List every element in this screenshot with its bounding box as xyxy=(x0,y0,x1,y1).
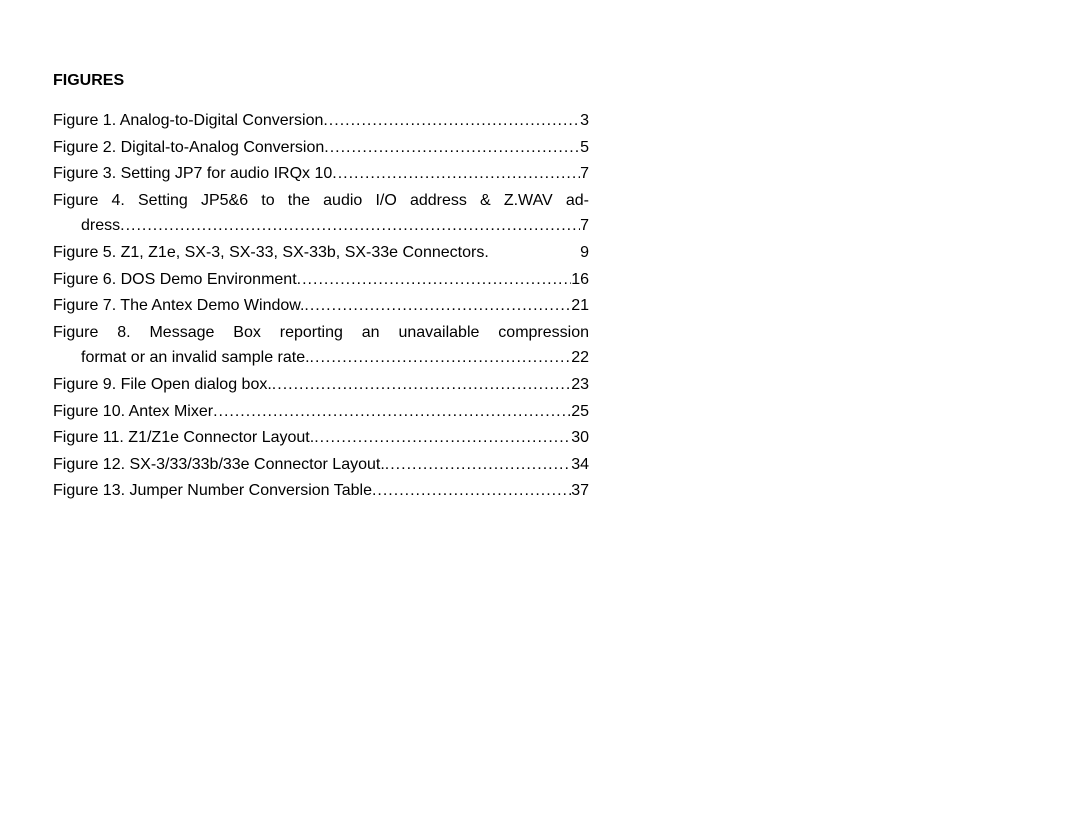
leader-dots xyxy=(324,135,580,161)
figures-heading: FIGURES xyxy=(53,72,589,90)
figure-entry: Figure 11. Z1/Z1e Connector Layout. 30 xyxy=(53,425,589,451)
figures-list-container: FIGURES Figure 1. Analog-to-Digital Conv… xyxy=(53,72,589,504)
leader-dots xyxy=(310,345,572,371)
figure-page: 30 xyxy=(571,425,589,451)
figure-entry: Figure 1. Analog-to-Digital Conversion 3 xyxy=(53,108,589,134)
figure-entry: Figure 2. Digital-to-Analog Conversion 5 xyxy=(53,135,589,161)
figure-page: 34 xyxy=(571,452,589,478)
leader-dots xyxy=(213,399,571,425)
figure-entry: Figure 6. DOS Demo Environment 16 xyxy=(53,267,589,293)
figure-entry: Figure 12. SX-3/33/33b/33e Connector Lay… xyxy=(53,452,589,478)
figure-page: 25 xyxy=(571,399,589,425)
figure-label: Figure 2. Digital-to-Analog Conversion xyxy=(53,135,324,161)
figure-page: 23 xyxy=(571,372,589,398)
figure-page: 7 xyxy=(580,161,589,187)
leader-dots xyxy=(304,293,571,319)
figure-entry: Figure 13. Jumper Number Conversion Tabl… xyxy=(53,478,589,504)
figures-entries: Figure 1. Analog-to-Digital Conversion 3… xyxy=(53,108,589,504)
figure-page: 9 xyxy=(580,240,589,266)
figure-label: Figure 3. Setting JP7 for audio IRQx 10 xyxy=(53,161,332,187)
leader-dots xyxy=(314,425,571,451)
figure-label: Figure 6. DOS Demo Environment xyxy=(53,267,297,293)
figure-entry: Figure 10. Antex Mixer 25 xyxy=(53,399,589,425)
leader-dots xyxy=(297,267,572,293)
leader-dots xyxy=(272,372,571,398)
figure-page: 5 xyxy=(580,135,589,161)
figure-label: Figure 5. Z1, Z1e, SX-3, SX-33, SX-33b, … xyxy=(53,240,489,266)
figure-entry: Figure 3. Setting JP7 for audio IRQx 10 … xyxy=(53,161,589,187)
leader-dots xyxy=(372,478,571,504)
figure-label: Figure 11. Z1/Z1e Connector Layout. xyxy=(53,425,314,451)
figure-label-cont: format or an invalid sample rate. xyxy=(81,345,310,371)
figure-entry-line2: dress 7 xyxy=(53,213,589,239)
figure-label: Figure 1. Analog-to-Digital Conversion xyxy=(53,108,323,134)
figure-entry: Figure 9. File Open dialog box. 23 xyxy=(53,372,589,398)
leader-dots xyxy=(323,108,580,134)
leader-dots xyxy=(385,452,571,478)
figure-entry-line1: Figure 4. Setting JP5&6 to the audio I/O… xyxy=(53,188,589,214)
figure-page: 7 xyxy=(580,213,589,239)
figure-label: Figure 12. SX-3/33/33b/33e Connector Lay… xyxy=(53,452,385,478)
figure-entry-line2: format or an invalid sample rate. 22 xyxy=(53,345,589,371)
figure-page: 3 xyxy=(580,108,589,134)
figure-page: 22 xyxy=(571,345,589,371)
leader-dots xyxy=(120,213,580,239)
figure-label: Figure 10. Antex Mixer xyxy=(53,399,213,425)
figure-entry: Figure 5. Z1, Z1e, SX-3, SX-33, SX-33b, … xyxy=(53,240,589,266)
figure-page: 21 xyxy=(571,293,589,319)
figure-entry: Figure 7. The Antex Demo Window. 21 xyxy=(53,293,589,319)
figure-page: 16 xyxy=(571,267,589,293)
figure-label: Figure 7. The Antex Demo Window. xyxy=(53,293,304,319)
figure-label-cont: dress xyxy=(81,213,120,239)
leader-dots xyxy=(332,161,580,187)
figure-label: Figure 13. Jumper Number Conversion Tabl… xyxy=(53,478,372,504)
figure-entry-line1: Figure 8. Message Box reporting an unava… xyxy=(53,320,589,346)
figure-page: 37 xyxy=(571,478,589,504)
figure-label: Figure 9. File Open dialog box. xyxy=(53,372,272,398)
